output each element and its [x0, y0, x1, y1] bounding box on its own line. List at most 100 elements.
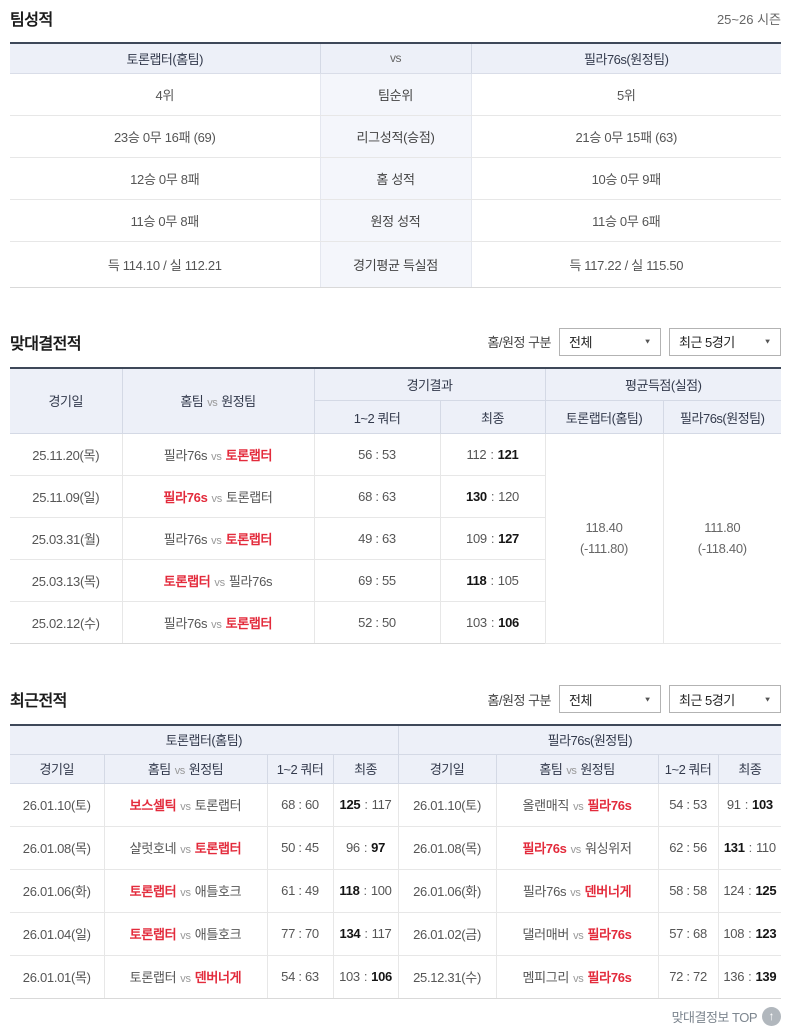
chevron-down-icon: ▼ — [643, 337, 652, 346]
quarter-score: 49 : 63 — [313, 517, 441, 560]
score-separator: : — [490, 531, 495, 546]
game-date: 25.03.13(목) — [10, 559, 123, 602]
vs-label: vs — [180, 801, 191, 813]
matchup: 필라76s vs 워싱위저 — [495, 825, 659, 870]
quarter-score: 58 : 58 — [657, 868, 719, 913]
home-team-name: 필라76s — [522, 841, 567, 856]
vs-label: vs — [180, 887, 191, 899]
team-stats-header: 팀성적 25~26 시즌 — [10, 6, 781, 30]
vs-label: vs — [570, 844, 582, 856]
col-final: 최종 — [332, 754, 399, 784]
team-stats-row: 12승 0무 8패 홈 성적 10승 0무 9패 — [10, 156, 781, 200]
recent-header: 최근전적 홈/원정 구분 전체 ▼ 최근 5경기 ▼ — [10, 685, 781, 713]
away-team-name: 워싱위저 — [584, 841, 632, 856]
recent-controls: 홈/원정 구분 전체 ▼ 최근 5경기 ▼ — [487, 685, 781, 713]
quarter-score: 61 : 49 — [266, 868, 334, 913]
vs-label: vs — [211, 535, 222, 547]
recent-row: 26.01.01(목) 토론랩터 vs 덴버너게 54 : 63 103:106 2… — [10, 954, 782, 999]
vs-label: vs — [566, 765, 577, 777]
quarter-score: 77 : 70 — [266, 911, 334, 956]
recent-filter-label: 홈/원정 구분 — [487, 692, 551, 708]
final-away-score: 139 — [755, 969, 777, 984]
score-separator: : — [748, 883, 752, 898]
matchup: 올랜매직 vs 필라76s — [495, 782, 659, 827]
home-team-name: 필라76s — [522, 884, 567, 899]
away-team-name: 토론랩터 — [194, 798, 242, 813]
recent-row: 26.01.08(목) 샬럿호네 vs 토론랩터 50 : 45 96:97 26.… — [10, 825, 782, 870]
away-rank: 5위 — [471, 72, 781, 116]
h2h-recent-games-select-value: 최근 5경기 — [679, 335, 735, 350]
arrow-up-icon: ↑ — [762, 1006, 781, 1026]
vs-label: vs — [180, 930, 191, 942]
team-stats-header-row: 토론랩터(홈팀) vs 필라76s(원정팀) — [10, 43, 781, 74]
score-separator: : — [363, 969, 368, 984]
final-away-score: 97 — [371, 840, 386, 855]
col-date: 경기일 — [397, 754, 497, 784]
matchup: 멤피그리 vs 필라76s — [495, 954, 659, 999]
h2h-header-row-2: 1~2 쿼터 최종 토론랩터(홈팀) 필라76s(원정팀) — [10, 400, 782, 434]
away-team-name: 필라76s — [587, 798, 632, 813]
game-date: 26.01.10(토) — [10, 782, 105, 827]
final-home-score: 108 — [723, 926, 745, 941]
final-home-score: 112 — [466, 447, 487, 462]
final-home-score: 109 — [466, 531, 487, 546]
away-team-name: 필라76s — [228, 574, 273, 589]
chevron-down-icon: ▼ — [643, 695, 652, 703]
score-separator: : — [490, 615, 495, 630]
final-away-score: 120 — [498, 489, 519, 504]
recent-row: 26.01.10(토) 보스셀틱 vs 토론랩터 68 : 60 125:117 2… — [10, 782, 782, 827]
final-score: 109:127 — [439, 517, 545, 560]
recent-title: 최근전적 — [10, 693, 67, 710]
vs-label: vs — [211, 451, 222, 463]
col-final: 최종 — [717, 754, 782, 784]
score-separator: : — [363, 840, 368, 855]
game-date: 25.11.09(일) — [10, 475, 123, 518]
game-date: 25.11.20(목) — [10, 433, 123, 476]
game-date: 26.01.10(토) — [397, 782, 497, 827]
final-away-score: 117 — [371, 797, 392, 812]
h2h-controls: 홈/원정 구분 전체 ▼ 최근 5경기 ▼ — [487, 327, 781, 356]
home-away-record: 11승 0무 8패 — [10, 198, 320, 242]
vs-label: vs — [211, 619, 222, 631]
vs-label: vs — [174, 765, 186, 777]
final-away-score: 123 — [755, 926, 777, 941]
quarter-score: 52 : 50 — [313, 601, 441, 644]
final-home-score: 125 — [339, 797, 361, 812]
final-away-score: 103 — [752, 797, 773, 812]
home-team-name: 댈러매버 — [522, 927, 570, 942]
chevron-down-icon: ▼ — [763, 337, 772, 346]
away-avg-points: 득 117.22 / 실 115.50 — [471, 240, 781, 288]
vs-label: vs — [573, 930, 584, 942]
col-matchup: 홈팀 vs 원정팀 — [121, 367, 315, 434]
game-date: 25.03.31(월) — [10, 517, 123, 560]
game-date: 26.01.06(화) — [397, 868, 497, 913]
away-team-name: 토론랩터 — [225, 490, 273, 505]
final-score: 118:100 — [332, 868, 399, 913]
home-team-name: 필라76s — [163, 616, 208, 631]
quarter-score: 50 : 45 — [266, 825, 334, 870]
h2h-recent-games-select[interactable]: 최근 5경기 ▼ — [669, 327, 781, 356]
final-away-score: 110 — [755, 840, 776, 855]
vs-label: vs — [207, 397, 218, 410]
away-team-name: 필라76s — [587, 927, 632, 942]
final-home-score: 136 — [723, 969, 745, 984]
final-away-score: 117 — [371, 926, 392, 941]
away-league-record: 21승 0무 15패 (63) — [471, 114, 781, 158]
team-stats-row: 득 114.10 / 실 112.21 경기평균 득실점 득 117.22 / … — [10, 240, 781, 288]
final-score: 96:97 — [332, 825, 399, 870]
game-date: 25.12.31(수) — [397, 954, 497, 999]
final-home-score: 130 — [466, 489, 487, 504]
h2h-table: 경기일 홈팀 vs 원정팀 경기결과 평균득점(실점) 1~2 쿼터 최종 토론랩터… — [10, 366, 782, 644]
away-team-name: 애틀호크 — [194, 884, 242, 899]
matchup: 토론랩터 vs 애틀호크 — [103, 868, 268, 913]
recent-home-away-select[interactable]: 전체 ▼ — [559, 685, 661, 713]
game-date: 26.01.08(목) — [10, 825, 105, 870]
avg-home-conceded: (-111.80) — [579, 540, 629, 556]
final-away-score: 106 — [371, 969, 392, 984]
scroll-top-button[interactable]: 맞대결정보 TOP ↑ — [672, 1006, 781, 1026]
recent-games-select[interactable]: 최근 5경기 ▼ — [669, 685, 781, 713]
h2h-home-away-select[interactable]: 전체 ▼ — [559, 327, 661, 356]
matchup: 필라76s vs 토론랩터 — [121, 517, 315, 560]
team-stats-row: 4위 팀순위 5위 — [10, 72, 781, 116]
home-team-name: 보스셀틱 — [129, 798, 177, 813]
